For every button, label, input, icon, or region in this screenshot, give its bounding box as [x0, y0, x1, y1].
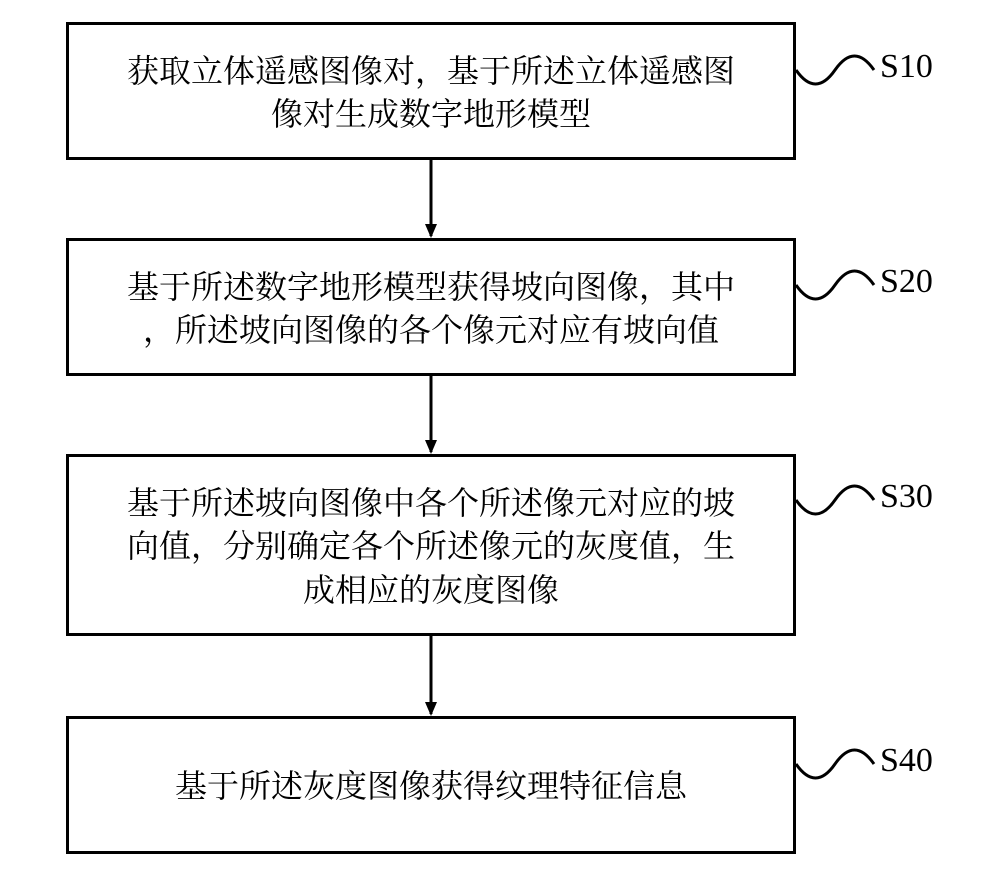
step-text: 获取立体遥感图像对，基于所述立体遥感图像对生成数字地形模型: [127, 48, 735, 134]
step-label-s30: S30: [880, 478, 933, 516]
label-connector-s30: [796, 486, 874, 514]
flowchart-step-s10: 获取立体遥感图像对，基于所述立体遥感图像对生成数字地形模型: [66, 22, 796, 160]
flowchart-step-s40: 基于所述灰度图像获得纹理特征信息: [66, 716, 796, 854]
step-label-s10: S10: [880, 48, 933, 86]
flowchart-step-s20: 基于所述数字地形模型获得坡向图像，其中，所述坡向图像的各个像元对应有坡向值: [66, 238, 796, 376]
flowchart-canvas: 获取立体遥感图像对，基于所述立体遥感图像对生成数字地形模型 S10 基于所述数字地形…: [0, 0, 1000, 884]
flowchart-step-s30: 基于所述坡向图像中各个所述像元对应的坡向值，分别确定各个所述像元的灰度值，生成相…: [66, 454, 796, 636]
label-connector-s20: [796, 271, 874, 299]
step-text: 基于所述数字地形模型获得坡向图像，其中，所述坡向图像的各个像元对应有坡向值: [127, 264, 735, 350]
label-connector-s10: [796, 56, 874, 84]
step-label-s20: S20: [880, 263, 933, 301]
step-text: 基于所述坡向图像中各个所述像元对应的坡向值，分别确定各个所述像元的灰度值，生成相…: [127, 480, 735, 610]
label-connector-s40: [796, 750, 874, 778]
step-label-s40: S40: [880, 742, 933, 780]
step-text: 基于所述灰度图像获得纹理特征信息: [175, 763, 687, 806]
